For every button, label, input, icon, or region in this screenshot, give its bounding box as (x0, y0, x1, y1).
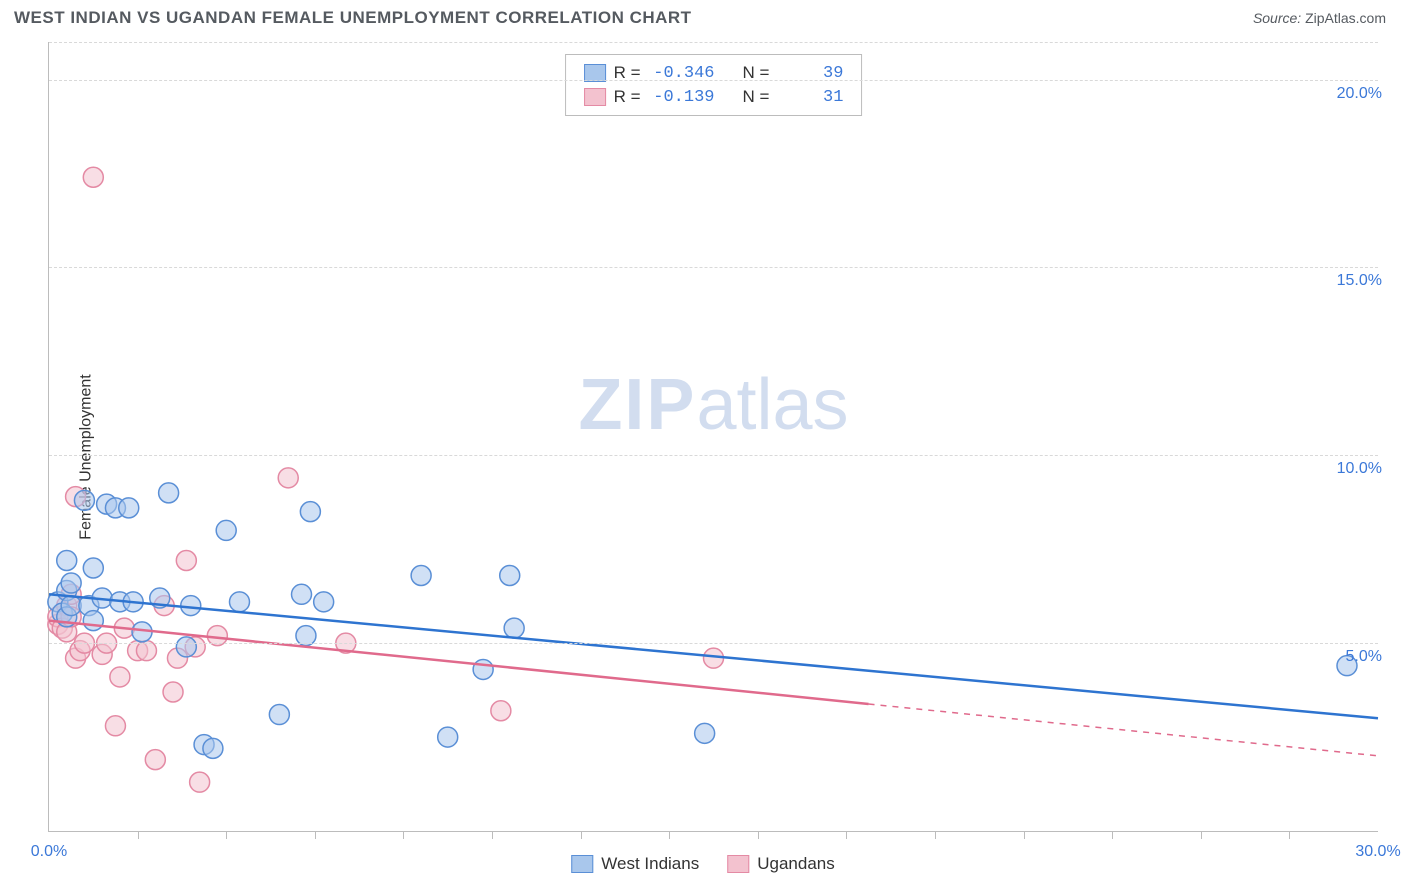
legend-swatch (584, 88, 606, 106)
source: Source: ZipAtlas.com (1253, 10, 1386, 26)
x-tick (1201, 831, 1202, 839)
legend-label: West Indians (601, 854, 699, 874)
x-tick (1024, 831, 1025, 839)
scatter-point-west_indians (500, 566, 520, 586)
scatter-point-west_indians (83, 558, 103, 578)
scatter-point-west_indians (292, 584, 312, 604)
x-tick (846, 831, 847, 839)
scatter-point-west_indians (57, 550, 77, 570)
scatter-point-west_indians (181, 596, 201, 616)
source-value: ZipAtlas.com (1305, 10, 1386, 26)
gridline-h (49, 80, 1378, 81)
plot-svg (49, 42, 1378, 831)
scatter-point-west_indians (74, 490, 94, 510)
legend-corr-row-ugandans: R = -0.139 N = 31 (584, 85, 844, 109)
legend-swatch (571, 855, 593, 873)
gridline-h (49, 267, 1378, 268)
chart-container: Female Unemployment ZIPatlas R =-0.346N … (0, 32, 1406, 882)
scatter-point-west_indians (438, 727, 458, 747)
legend-item-ugandans: Ugandans (727, 854, 835, 874)
scatter-point-west_indians (203, 738, 223, 758)
source-label: Source: (1253, 10, 1301, 26)
x-tick-label: 0.0% (31, 843, 67, 861)
legend-n-label: N = (743, 87, 770, 107)
scatter-point-west_indians (159, 483, 179, 503)
plot-area: ZIPatlas R =-0.346N =39R =-0.139N =31 5.… (48, 42, 1378, 832)
legend-swatch (727, 855, 749, 873)
x-tick (403, 831, 404, 839)
scatter-point-ugandans (163, 682, 183, 702)
gridline-h (49, 643, 1378, 644)
legend-r-value: -0.139 (649, 88, 715, 107)
scatter-point-ugandans (278, 468, 298, 488)
x-tick (138, 831, 139, 839)
scatter-point-west_indians (61, 573, 81, 593)
gridline-h (49, 42, 1378, 43)
legend-series: West Indians Ugandans (571, 854, 834, 874)
scatter-point-ugandans (105, 716, 125, 736)
scatter-point-west_indians (411, 566, 431, 586)
regression-line-west_indians (49, 594, 1378, 718)
scatter-point-west_indians (229, 592, 249, 612)
x-tick (935, 831, 936, 839)
scatter-point-ugandans (83, 167, 103, 187)
y-tick-label: 10.0% (1312, 460, 1382, 478)
legend-corr-row-west_indians: R =-0.346N =39 (584, 61, 844, 85)
legend-r-label: R = (614, 87, 641, 107)
scatter-point-ugandans (491, 701, 511, 721)
x-tick (1289, 831, 1290, 839)
scatter-point-west_indians (176, 637, 196, 657)
legend-correlation: R =-0.346N =39R = -0.139 N = 31 (565, 54, 863, 116)
scatter-point-west_indians (473, 659, 493, 679)
legend-item-west_indians: West Indians (571, 854, 699, 874)
legend-label: Ugandans (757, 854, 835, 874)
x-tick (226, 831, 227, 839)
scatter-point-west_indians (269, 705, 289, 725)
x-tick (492, 831, 493, 839)
scatter-point-west_indians (300, 502, 320, 522)
y-tick-label: 20.0% (1312, 85, 1382, 103)
gridline-h (49, 455, 1378, 456)
scatter-point-west_indians (695, 723, 715, 743)
x-tick (1112, 831, 1113, 839)
y-tick-label: 15.0% (1312, 272, 1382, 290)
scatter-point-west_indians (216, 520, 236, 540)
x-tick (758, 831, 759, 839)
scatter-point-ugandans (190, 772, 210, 792)
scatter-point-west_indians (83, 611, 103, 631)
scatter-point-west_indians (119, 498, 139, 518)
x-tick (581, 831, 582, 839)
scatter-point-ugandans (145, 750, 165, 770)
chart-title: WEST INDIAN VS UGANDAN FEMALE UNEMPLOYME… (14, 8, 692, 28)
scatter-point-west_indians (504, 618, 524, 638)
legend-n-value: 31 (777, 88, 843, 107)
x-tick (315, 831, 316, 839)
scatter-point-west_indians (314, 592, 334, 612)
scatter-point-ugandans (176, 550, 196, 570)
scatter-point-ugandans (110, 667, 130, 687)
x-tick (669, 831, 670, 839)
y-tick-label: 5.0% (1312, 648, 1382, 666)
x-tick-label: 30.0% (1355, 843, 1400, 861)
